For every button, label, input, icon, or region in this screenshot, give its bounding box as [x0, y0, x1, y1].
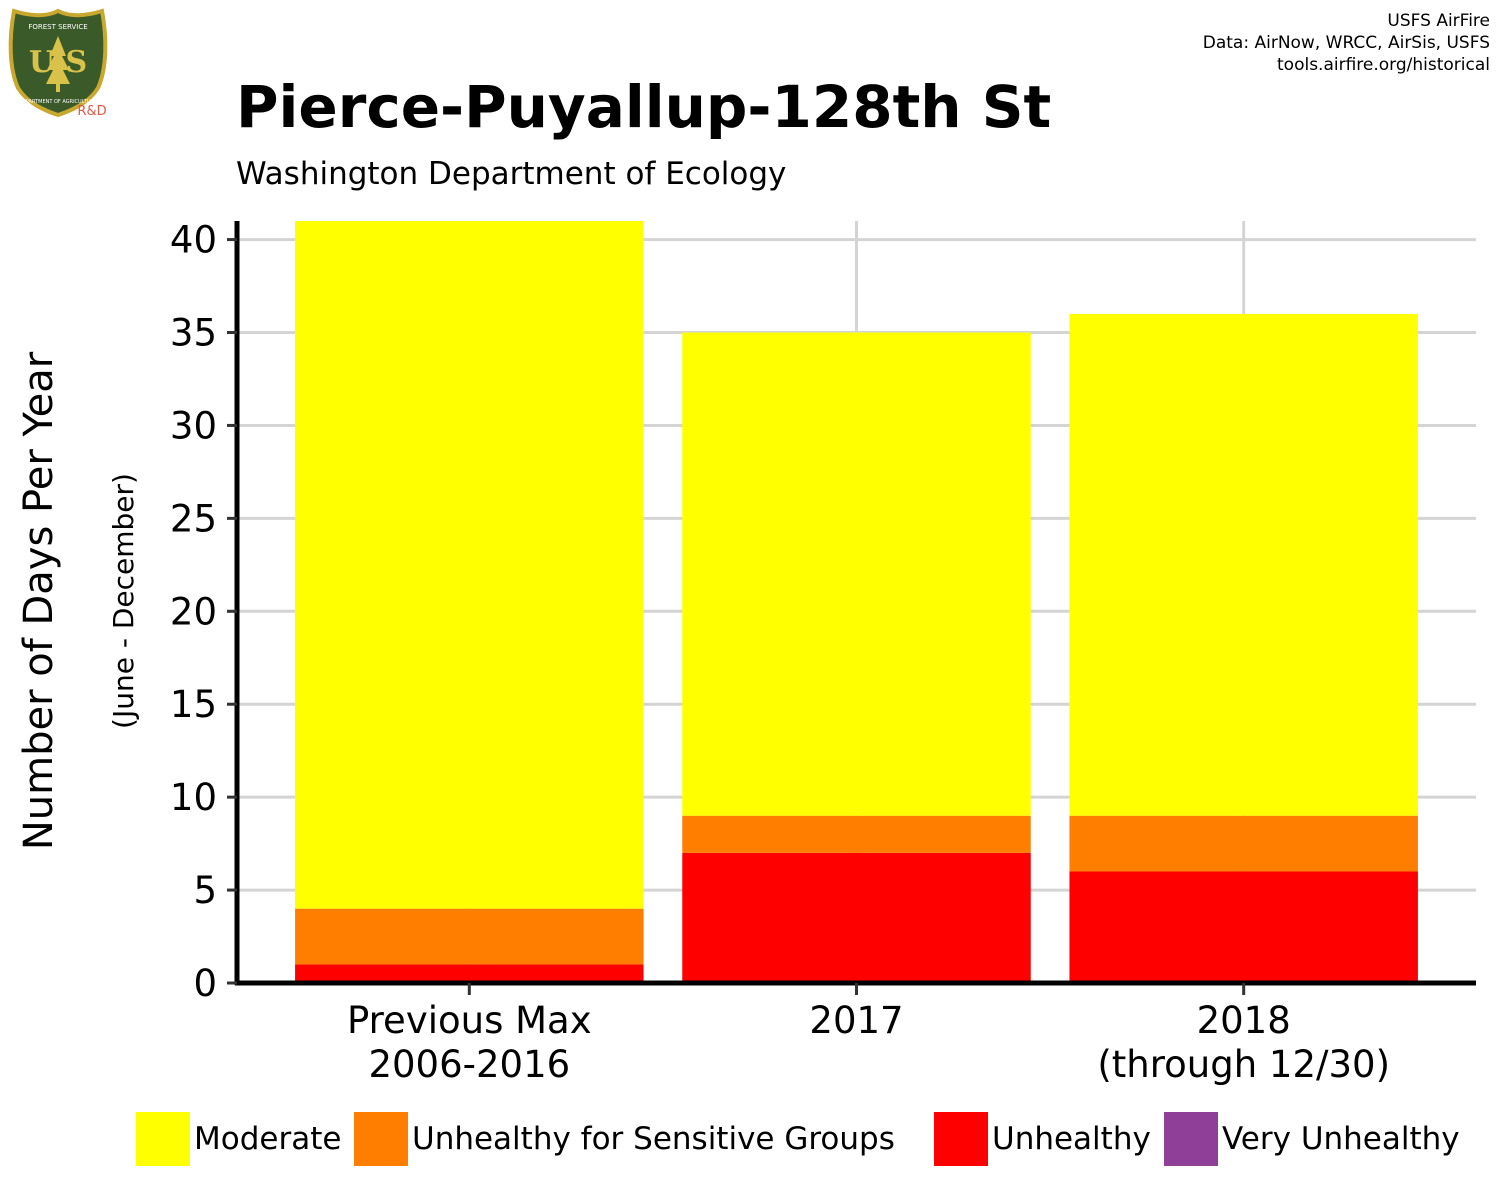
y-tick-label: 5 [193, 869, 217, 912]
credit-line: tools.airfire.org/historical [1277, 55, 1490, 75]
y-tick-label: 30 [170, 404, 217, 447]
legend-label: Unhealthy for Sensitive Groups [412, 1121, 895, 1157]
legend-label: Unhealthy [992, 1121, 1151, 1157]
chart-title: Pierce-Puyallup-128th St [236, 73, 1052, 141]
bar-segment [682, 852, 1031, 983]
bar-segment [295, 221, 644, 909]
legend-swatch [934, 1112, 988, 1166]
y-tick-label: 0 [193, 962, 217, 1005]
credit-line: Data: AirNow, WRCC, AirSis, USFS [1202, 33, 1490, 53]
legend-swatch [354, 1112, 408, 1166]
legend-label: Very Unhealthy [1222, 1121, 1460, 1157]
bar-segment [682, 815, 1031, 853]
legend-label: Moderate [194, 1121, 342, 1157]
credits: USFS AirFire Data: AirNow, WRCC, AirSis,… [1203, 10, 1490, 76]
y-axis-subtitle: (June - December) [107, 473, 140, 729]
legend-item: Very Unhealthy [1164, 1110, 1460, 1168]
y-tick-label: 20 [170, 590, 217, 633]
bar-segment [1069, 313, 1418, 816]
bar-segment [295, 964, 644, 983]
bar-segment [295, 908, 644, 965]
legend-swatch [1164, 1112, 1218, 1166]
x-tick-label: 2006-2016 [368, 1043, 570, 1086]
y-tick-label: 35 [170, 312, 217, 355]
chart-subtitle: Washington Department of Ecology [236, 156, 787, 192]
credit-line: USFS AirFire [1387, 11, 1490, 31]
y-tick-label: 40 [170, 219, 217, 262]
legend-item: Unhealthy for Sensitive Groups [354, 1110, 895, 1168]
legend-item: Moderate [136, 1110, 341, 1168]
x-tick-label: 2018 [1197, 999, 1291, 1042]
x-tick-label: 2017 [809, 999, 903, 1042]
legend-swatch [136, 1112, 190, 1166]
bar-segment [1069, 871, 1418, 983]
logo-top-text: FOREST SERVICE [28, 23, 87, 31]
logo-bottom-text: DEPARTMENT OF AGRICULTURE [19, 99, 97, 105]
y-tick-label: 10 [170, 776, 217, 819]
tree-icon [46, 36, 70, 92]
bar-segment [682, 332, 1031, 816]
y-tick-label: 15 [170, 683, 217, 726]
usfs-logo: FOREST SERVICE U S DEPARTMENT OF AGRICUL… [8, 8, 108, 118]
y-tick-label: 25 [170, 497, 217, 540]
legend: Moderate Unhealthy for Sensitive Groups Un… [0, 1110, 1500, 1170]
x-tick-label: Previous Max [347, 999, 592, 1042]
legend-item: Unhealthy [934, 1110, 1151, 1168]
bar-segment [1069, 815, 1418, 872]
y-axis-title: Number of Days Per Year [16, 351, 62, 850]
x-tick-label: (through 12/30) [1097, 1043, 1390, 1086]
logo-tag: R&D [77, 104, 106, 118]
